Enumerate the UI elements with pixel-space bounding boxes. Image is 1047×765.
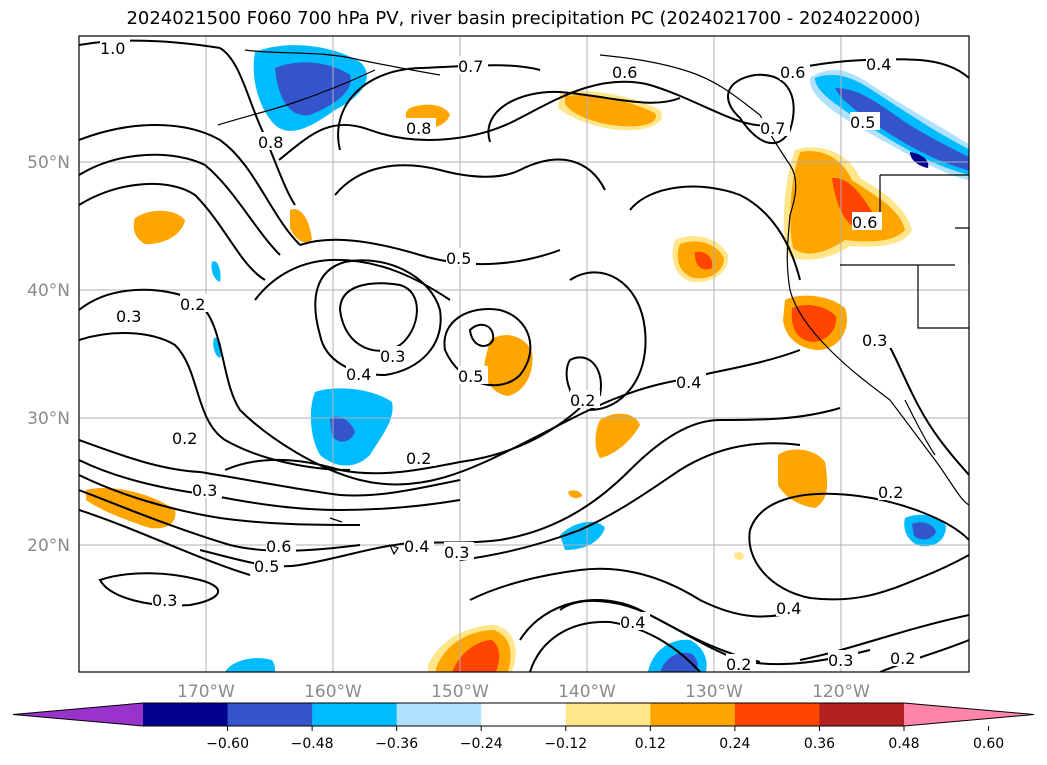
colorbar-tick-label: 0.24 <box>719 736 750 752</box>
colorbar-tick-label: −0.48 <box>291 736 334 752</box>
plot-frame <box>78 35 970 673</box>
contour-label: 0.8 <box>258 133 283 152</box>
colorbar-cell <box>650 703 736 726</box>
contour-label: 0.3 <box>828 651 853 670</box>
contour-label: 0.6 <box>780 63 805 82</box>
colorbar: −0.60 −0.48 −0.36 −0.24 −0.12 0.12 0.24 0.36 0.4… <box>12 702 1035 752</box>
lon-tick: 130°W <box>685 682 743 702</box>
contour-label: 0.5 <box>254 557 279 576</box>
colorbar-cell <box>396 703 482 726</box>
colorbar-tick-label: 0.12 <box>635 736 666 752</box>
colorbar-tick-label: 0.36 <box>804 736 835 752</box>
contour-label: 0.2 <box>726 655 751 674</box>
lon-tick: 150°W <box>431 682 489 702</box>
contour-label: 0.3 <box>116 307 141 326</box>
contour-labels: 1.0 0.7 0.6 0.6 0.4 0.8 0.8 0.7 0.5 0.6 … <box>100 38 920 674</box>
contour-label: 0.7 <box>760 119 785 138</box>
colorbar-cell <box>565 703 651 726</box>
colorbar-cells <box>12 702 1035 727</box>
latitude-ticks: 50°N 40°N 30°N 20°N <box>27 153 70 556</box>
contour-label: 0.2 <box>570 391 595 410</box>
contour-label: 0.6 <box>852 213 877 232</box>
map-title: 2024021500 F060 700 hPa PV, river basin … <box>126 8 921 29</box>
colorbar-cell <box>143 703 229 726</box>
contour-label: 0.7 <box>458 57 483 76</box>
colorbar-tick-label: −0.24 <box>460 736 503 752</box>
contour-label: 0.4 <box>346 365 371 384</box>
graticule <box>79 36 969 672</box>
colorbar-cell <box>312 703 398 726</box>
contour-label: 0.4 <box>620 613 645 632</box>
contour-label: 0.5 <box>458 367 483 386</box>
contour-label: 0.2 <box>878 483 903 502</box>
contour-label: 0.6 <box>612 63 637 82</box>
contour-label: 0.3 <box>192 481 217 500</box>
colorbar-cell <box>819 703 905 726</box>
lat-tick: 50°N <box>27 153 70 173</box>
contour-label: 0.2 <box>406 449 431 468</box>
contour-label: 0.4 <box>866 55 891 74</box>
contour-label: 0.2 <box>172 429 197 448</box>
colorbar-tick-label: 0.48 <box>888 736 919 752</box>
contour-label: 0.3 <box>152 591 177 610</box>
colorbar-tick-label: −0.60 <box>206 736 249 752</box>
contour-label: 0.3 <box>444 543 469 562</box>
lon-tick: 160°W <box>304 682 362 702</box>
colorbar-extend-high <box>904 703 1034 726</box>
contour-label: 0.2 <box>890 649 915 668</box>
contour-label: 0.3 <box>380 347 405 366</box>
lat-tick: 40°N <box>27 281 70 301</box>
contour-label: 1.0 <box>100 39 125 58</box>
colorbar-tick-label: −0.12 <box>544 736 587 752</box>
longitude-ticks: 170°W 160°W 150°W 140°W 130°W 120°W <box>177 682 870 702</box>
contour-label: 0.2 <box>180 295 205 314</box>
colorbar-extend-low <box>13 703 143 726</box>
contour-label: 0.8 <box>406 119 431 138</box>
colorbar-cell <box>227 703 313 726</box>
lon-tick: 140°W <box>558 682 616 702</box>
contour-label: 0.5 <box>446 249 471 268</box>
contour-label: 0.4 <box>676 373 701 392</box>
lat-tick: 20°N <box>27 536 70 556</box>
lat-tick: 30°N <box>27 409 70 429</box>
colorbar-tick-label: −0.36 <box>375 736 418 752</box>
contour-label: 0.4 <box>776 599 801 618</box>
lon-tick: 170°W <box>177 682 235 702</box>
colorbar-ticks: −0.60 −0.48 −0.36 −0.24 −0.12 0.12 0.24 0.36 0.4… <box>206 726 1004 752</box>
contour-label: 0.6 <box>266 537 291 556</box>
colorbar-tick-label: 0.60 <box>973 736 1004 752</box>
colorbar-cell <box>734 703 820 726</box>
colorbar-outline <box>12 702 1035 727</box>
contour-label: 0.3 <box>862 331 887 350</box>
colorbar-cell <box>481 703 567 726</box>
contour-label: 0.5 <box>850 113 875 132</box>
lon-tick: 120°W <box>812 682 870 702</box>
contour-label: 0.4 <box>404 537 429 556</box>
